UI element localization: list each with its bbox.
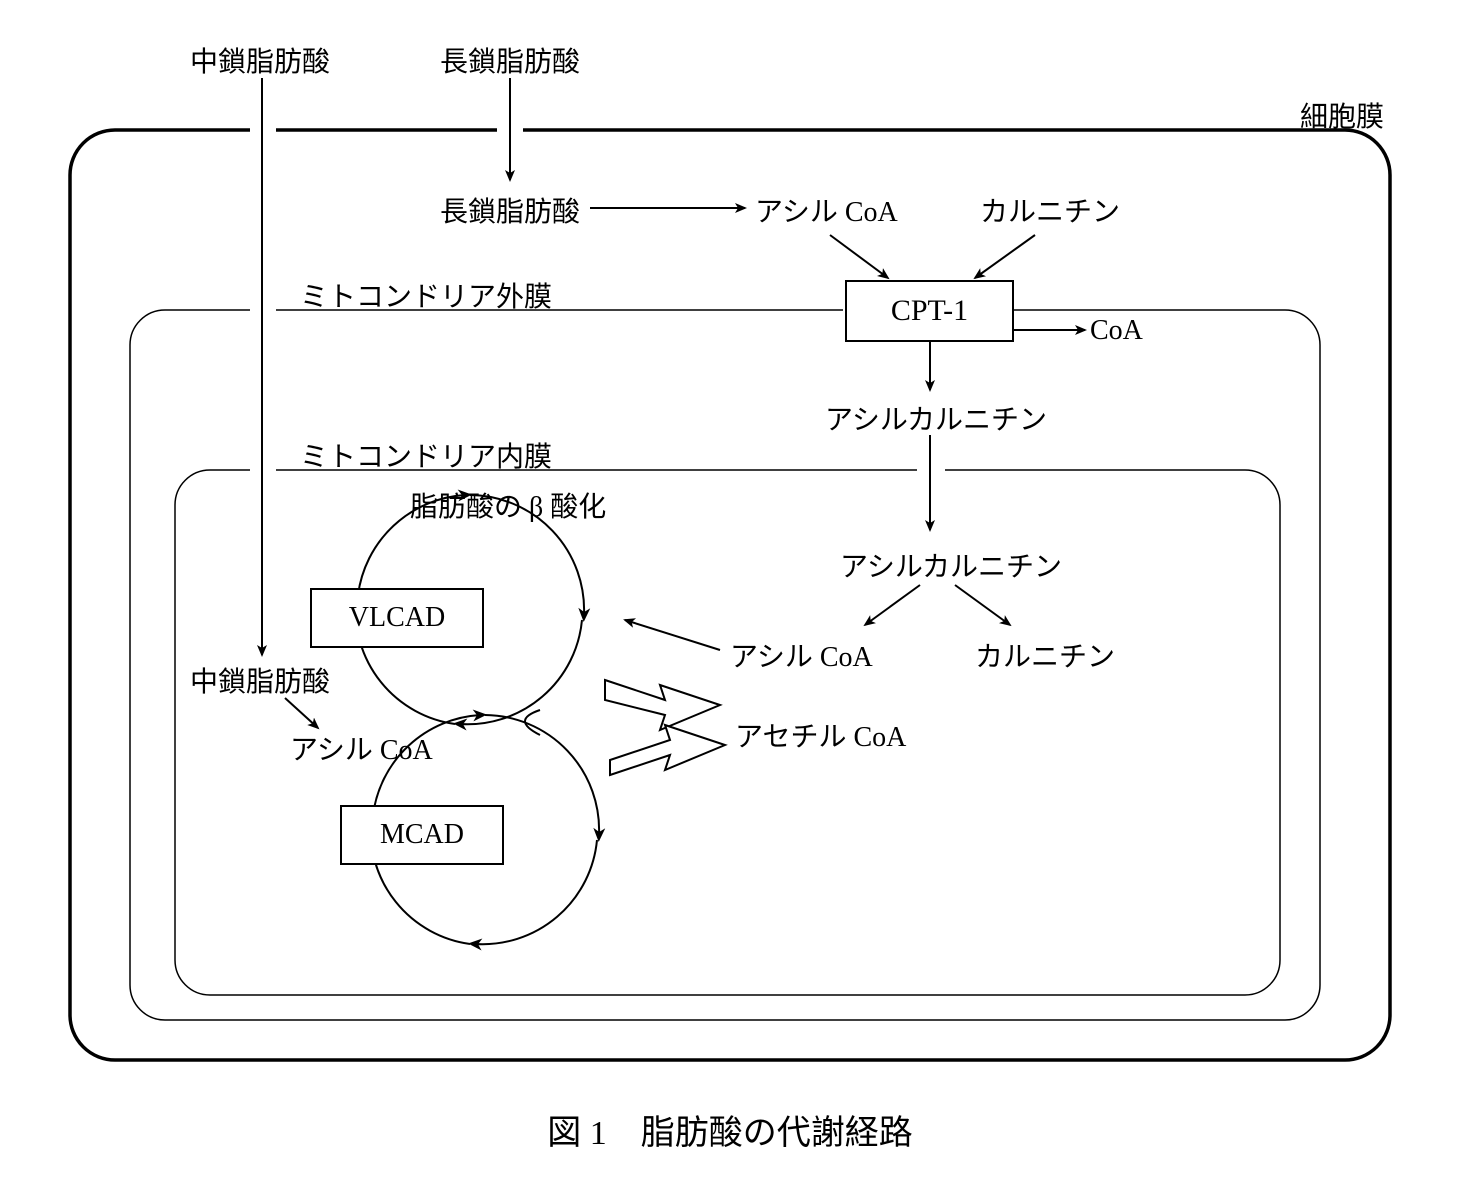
label-lcfa-in: 長鎖脂肪酸: [440, 190, 580, 230]
figure-caption: 図 1 脂肪酸の代謝経路: [0, 1105, 1460, 1154]
label-carnitine: カルニチン: [980, 190, 1120, 230]
hollow-arrow-top: [605, 680, 720, 730]
label-acylcarnitine1: アシルカルニチン: [825, 398, 1047, 438]
label-beta-ox: 脂肪酸の β 酸化: [410, 485, 606, 525]
label-mcfa-top: 中鎖脂肪酸: [190, 40, 330, 80]
label-outer-mito: ミトコンドリア外膜: [300, 275, 552, 315]
label-acylcarnitine2: アシルカルニチン: [840, 545, 1062, 585]
box-mcad: MCAD: [340, 805, 504, 865]
label-coa-out: CoA: [1090, 315, 1143, 347]
label-cell-membrane: 細胞膜: [1300, 95, 1384, 135]
label-inner-mito: ミトコンドリア内膜: [300, 435, 552, 475]
label-acyl-coa3: アシル CoA: [290, 728, 433, 768]
label-acyl-coa: アシル CoA: [755, 190, 898, 230]
label-acetyl-coa: アセチル CoA: [735, 715, 906, 755]
label-acyl-coa2: アシル CoA: [730, 635, 873, 675]
box-vlcad: VLCAD: [310, 588, 484, 648]
diagram-svg: [0, 0, 1460, 1184]
box-cpt1: CPT-1: [845, 280, 1014, 342]
hollow-arrow-bottom: [610, 725, 725, 775]
label-carnitine2: カルニチン: [975, 635, 1115, 675]
cell-membrane-rect: [70, 130, 1390, 1060]
label-lcfa-top: 長鎖脂肪酸: [440, 40, 580, 80]
label-mcfa-in: 中鎖脂肪酸: [190, 660, 330, 700]
